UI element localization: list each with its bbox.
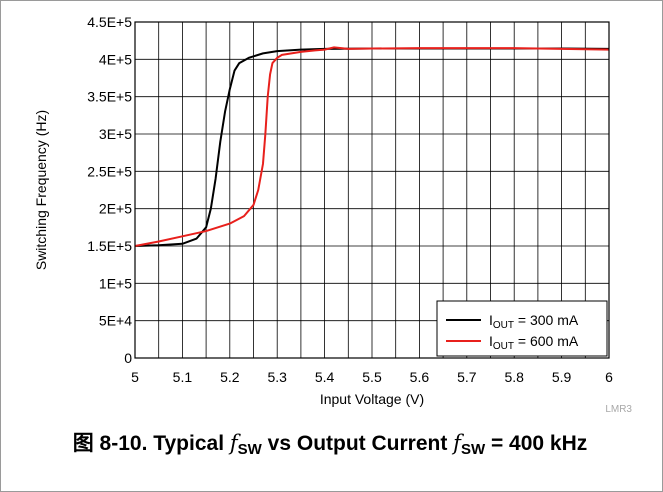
plot-area-border <box>134 21 610 359</box>
caption-middle: vs Output Current <box>261 432 454 455</box>
legend-label-300ma: IOUT = 300 mA <box>489 312 579 331</box>
caption-f-symbol-1: f <box>229 431 238 455</box>
legend: IOUT = 300 mA IOUT = 600 mA <box>436 300 608 357</box>
legend-label-300ma-sub: OUT <box>493 320 514 331</box>
x-tick-label: 5.9 <box>552 369 572 385</box>
x-tick-label: 5.4 <box>315 369 335 385</box>
legend-label-600ma: IOUT = 600 mA <box>489 333 579 352</box>
caption-prefix: 图 8-10. Typical <box>72 432 230 455</box>
x-tick-label: 5.6 <box>410 369 430 385</box>
legend-label-600ma-main: I <box>489 333 493 349</box>
y-tick-label: 2E+5 <box>99 201 132 217</box>
caption-suffix: = 400 kHz <box>485 432 588 455</box>
x-tick-label: 5.1 <box>173 369 193 385</box>
y-tick-labels: 0 5E+4 1E+5 1.5E+5 2E+5 2.5E+5 3E+5 3.5E+5 4E+5 4… <box>87 14 132 366</box>
x-tick-label: 5.7 <box>457 369 477 385</box>
x-axis-label: Input Voltage (V) <box>320 391 424 407</box>
x-tick-label: 5.3 <box>267 369 287 385</box>
legend-label-300ma-rest: = 300 mA <box>514 312 579 328</box>
y-tick-label: 5E+4 <box>99 313 132 329</box>
x-tick-label: 5.5 <box>362 369 382 385</box>
y-tick-label: 3E+5 <box>99 126 132 142</box>
series-line-600ma <box>134 46 610 247</box>
y-tick-label: 0 <box>124 350 132 366</box>
y-tick-label: 4.5E+5 <box>87 14 132 30</box>
y-tick-label: 3.5E+5 <box>87 89 132 105</box>
y-axis-label: Switching Frequency (Hz) <box>33 110 49 270</box>
grid <box>135 22 609 358</box>
legend-label-300ma-main: I <box>489 312 493 328</box>
y-tick-label: 2.5E+5 <box>87 163 132 179</box>
caption-sub-2: SW <box>460 441 486 458</box>
x-tick-label: 5.8 <box>504 369 524 385</box>
x-tick-label: 6 <box>605 369 613 385</box>
figure-caption: 图 8-10. Typical fSW vs Output Current fS… <box>10 429 650 458</box>
y-tick-label: 1.5E+5 <box>87 238 132 254</box>
x-tick-label: 5.2 <box>220 369 240 385</box>
x-tick-label: 5 <box>131 369 139 385</box>
series-lines <box>134 46 610 247</box>
legend-label-600ma-rest: = 600 mA <box>514 333 579 349</box>
y-tick-label: 1E+5 <box>99 275 132 291</box>
legend-box <box>436 300 608 357</box>
watermark: LMR3 <box>605 404 632 415</box>
legend-label-600ma-sub: OUT <box>493 341 514 352</box>
y-tick-label: 4E+5 <box>99 51 132 67</box>
x-tick-labels: 5 5.1 5.2 5.3 5.4 5.5 5.6 5.7 5.8 5.9 6 <box>131 369 613 385</box>
caption-f-symbol-2: f <box>453 431 461 455</box>
caption-sub-1: SW <box>237 441 262 458</box>
